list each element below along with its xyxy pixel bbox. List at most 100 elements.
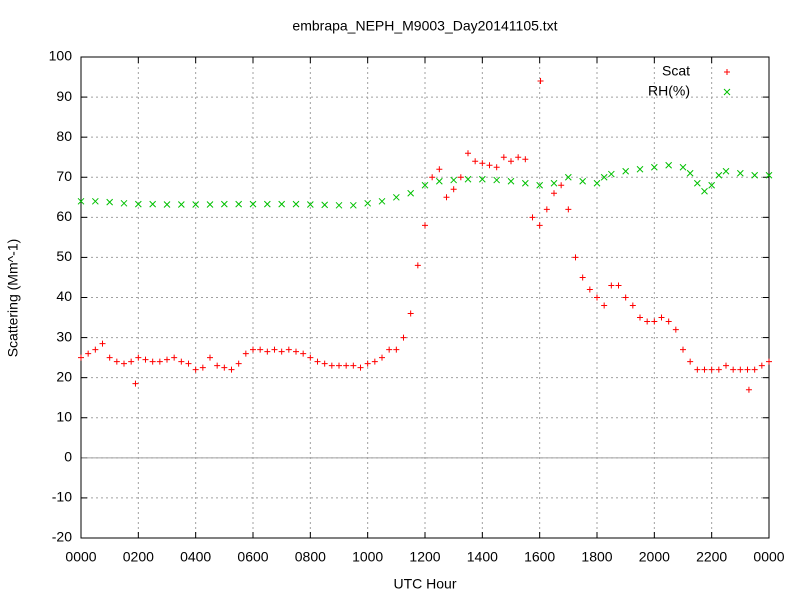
x-tick-label: 1000 (352, 549, 383, 565)
data-point (192, 366, 199, 373)
data-point (278, 348, 285, 355)
data-point (422, 222, 428, 229)
y-tick-label: 20 (56, 368, 72, 384)
data-point (558, 182, 565, 189)
y-tick-label: 90 (56, 88, 72, 104)
y-tick-label: 30 (56, 328, 72, 344)
data-point (292, 200, 300, 208)
data-point (722, 167, 730, 175)
x-tick-label: 1400 (467, 549, 498, 565)
data-point (336, 362, 342, 369)
data-point (472, 158, 479, 165)
data-point (450, 176, 458, 184)
data-point (650, 163, 658, 171)
data-point (421, 181, 429, 189)
data-point (694, 366, 701, 373)
legend-marker (723, 88, 731, 96)
data-point (321, 201, 329, 209)
data-point (306, 201, 314, 208)
data-point (529, 214, 536, 221)
data-point (572, 254, 579, 261)
data-point (622, 294, 629, 301)
data-point (636, 165, 644, 173)
data-point (457, 174, 464, 181)
data-point (392, 193, 400, 201)
data-point (600, 173, 608, 181)
y-tick-label: 100 (49, 48, 73, 64)
data-point (149, 358, 156, 365)
data-point (615, 282, 622, 289)
data-point (536, 181, 544, 189)
data-point (479, 160, 486, 167)
data-point (185, 360, 192, 367)
data-point (92, 346, 99, 353)
data-point (443, 194, 450, 201)
data-point (263, 200, 271, 208)
x-tick-label: 1200 (409, 549, 440, 565)
data-point (249, 200, 257, 208)
data-point (343, 362, 350, 369)
data-point (665, 161, 673, 169)
data-point (478, 175, 486, 183)
data-point (220, 200, 228, 208)
data-point (607, 170, 615, 178)
x-tick-label: 1800 (581, 549, 612, 565)
data-point (551, 190, 557, 197)
data-point (164, 356, 170, 363)
data-point (78, 354, 84, 361)
data-point (207, 354, 213, 361)
data-point (594, 294, 600, 301)
x-tick-label: 0200 (123, 549, 154, 565)
data-point (651, 318, 658, 325)
x-tick-label: 2000 (639, 549, 670, 565)
data-point (751, 171, 759, 179)
data-point (679, 163, 687, 171)
data-point (715, 366, 722, 373)
data-point (693, 179, 701, 187)
data-point (407, 189, 415, 197)
y-tick-label: 10 (56, 408, 72, 424)
legend-label: Scat (662, 63, 690, 79)
data-point (708, 366, 715, 373)
data-point (586, 286, 593, 293)
data-point (672, 326, 679, 333)
data-point (758, 362, 765, 369)
data-point (751, 366, 758, 373)
data-point (307, 354, 314, 361)
y-tick-label: -20 (52, 529, 72, 545)
data-point (378, 197, 386, 205)
data-point (737, 366, 744, 373)
data-point (364, 199, 372, 207)
y-tick-label: 50 (56, 248, 72, 264)
data-point (515, 154, 522, 161)
data-point (565, 206, 572, 213)
data-point (579, 177, 587, 185)
data-point (736, 169, 744, 177)
data-point (271, 346, 278, 353)
data-point (386, 346, 393, 353)
data-point (744, 366, 751, 373)
data-point (120, 199, 128, 207)
data-point (564, 173, 572, 181)
x-tick-label: 0400 (180, 549, 211, 565)
data-point (77, 197, 85, 205)
data-point (135, 354, 142, 361)
data-point (285, 346, 292, 353)
legend-label: RH(%) (648, 83, 690, 99)
data-point (429, 174, 436, 181)
data-point (579, 274, 586, 281)
data-point (163, 201, 171, 208)
legend-marker (724, 69, 730, 75)
data-point (550, 179, 558, 187)
data-point (293, 348, 299, 355)
data-point (242, 350, 249, 357)
data-point (493, 176, 501, 184)
data-point (364, 360, 371, 367)
data-point (723, 362, 729, 369)
data-point (321, 360, 328, 367)
data-point (464, 175, 472, 183)
data-point (178, 358, 185, 365)
data-point (536, 222, 543, 229)
data-point (500, 154, 507, 161)
data-point (235, 360, 242, 367)
